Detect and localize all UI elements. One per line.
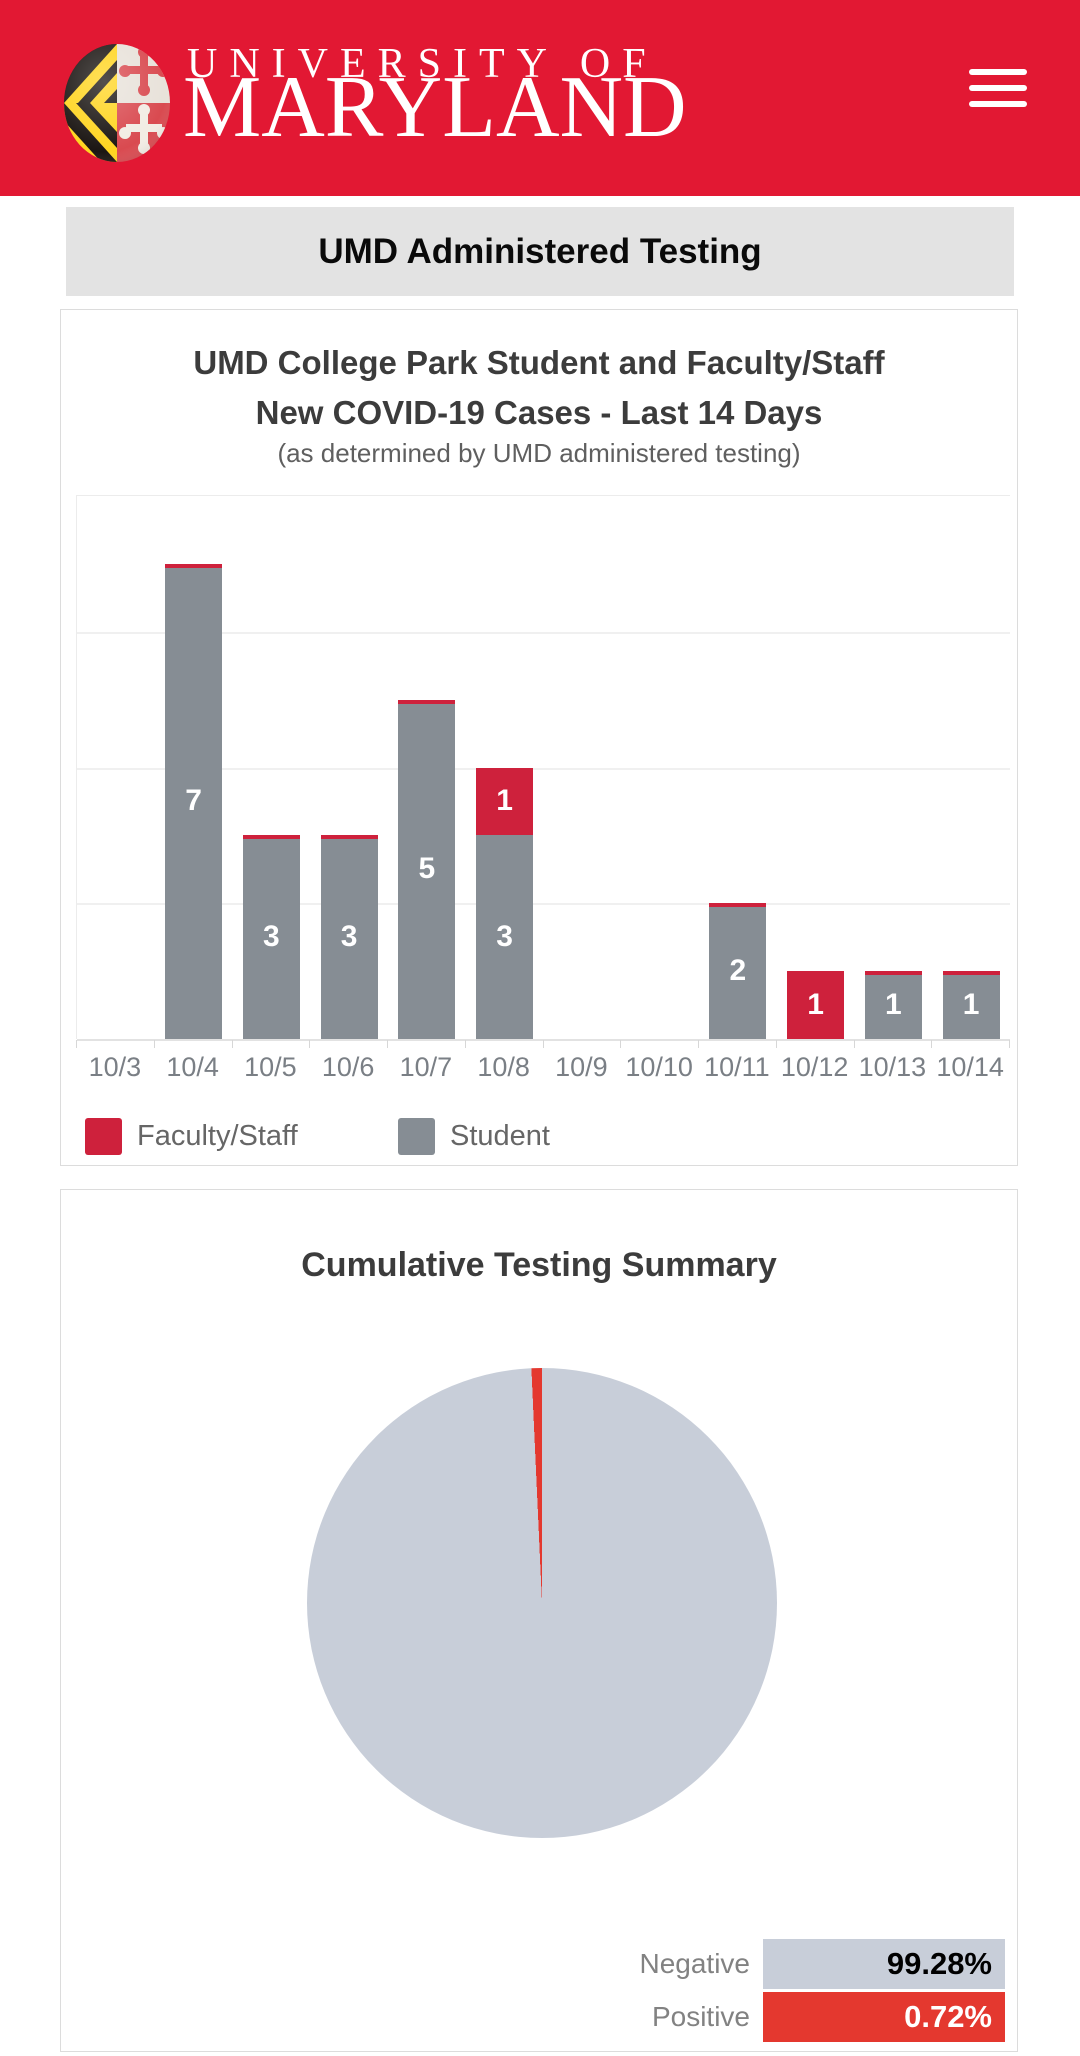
bar-10/14[interactable]: 1 <box>942 971 1000 1039</box>
x-tick <box>931 1040 933 1048</box>
bar-top-accent <box>709 903 767 908</box>
gridline <box>77 903 1010 906</box>
student-value-label: 7 <box>185 784 202 818</box>
wordmark-university-of: UNIVERSITY OF <box>187 41 658 87</box>
x-label-10/3: 10/3 <box>88 1052 142 1082</box>
x-tick <box>853 1040 855 1048</box>
x-label-10/10: 10/10 <box>625 1052 693 1082</box>
student-value-label: 1 <box>885 988 902 1022</box>
umd-globe-logo <box>64 44 170 162</box>
faculty-staff-value-label: 1 <box>496 784 513 818</box>
faculty-staff-value-label: 1 <box>807 988 824 1022</box>
x-label-10/14: 10/14 <box>936 1052 1004 1082</box>
x-label-10/8: 10/8 <box>477 1052 530 1082</box>
bar-top-accent <box>242 835 300 840</box>
hamburger-icon <box>969 69 1027 75</box>
wordmark-maryland: MARYLAND <box>183 59 687 156</box>
student-value-label: 5 <box>418 852 436 886</box>
bar-top-accent <box>320 835 378 840</box>
bar-10/4[interactable]: 7 <box>165 563 223 1039</box>
x-tick <box>231 1040 233 1048</box>
x-tick <box>76 1040 77 1048</box>
x-label-10/7: 10/7 <box>399 1052 453 1082</box>
student-value-label: 1 <box>962 988 980 1022</box>
page-title: UMD Administered Testing <box>318 231 762 271</box>
student-value-label: 3 <box>263 920 280 954</box>
student-value-label: 2 <box>729 954 747 988</box>
student-value-label: 3 <box>496 920 513 954</box>
x-tick <box>698 1040 699 1048</box>
section-title-bar: UMD Administered Testing <box>66 207 1014 296</box>
x-label-10/5: 10/5 <box>244 1052 297 1082</box>
x-label-10/11: 10/11 <box>704 1052 770 1082</box>
student-legend-swatch[interactable] <box>398 1118 435 1155</box>
bar-10/6[interactable]: 3 <box>320 835 378 1039</box>
x-tick <box>775 1040 777 1048</box>
student-value-label: 3 <box>340 920 358 954</box>
x-axis-line <box>77 1039 1010 1041</box>
pie-chart-title: Cumulative Testing Summary <box>301 1246 777 1284</box>
x-label-10/13: 10/13 <box>858 1052 927 1082</box>
menu-button[interactable] <box>969 69 1027 107</box>
faculty-staff-segment[interactable] <box>476 767 534 836</box>
x-tick <box>153 1040 155 1048</box>
faculty-staff-legend-swatch[interactable] <box>85 1118 122 1155</box>
x-tick <box>309 1040 311 1048</box>
bar-chart-subtitle: (as determined by UMD administered testi… <box>277 438 801 468</box>
x-tick <box>620 1040 622 1048</box>
bar-chart-title-line1: UMD College Park Student and Faculty/Sta… <box>193 344 885 381</box>
bar-10/7[interactable]: 5 <box>398 699 456 1039</box>
gridline <box>77 631 1010 634</box>
x-tick <box>1009 1040 1010 1048</box>
positive-percent: 0.72% <box>904 1999 992 2034</box>
hamburger-icon <box>969 85 1027 91</box>
x-tick <box>542 1040 544 1048</box>
negative-label: Negative <box>639 1948 750 1979</box>
bar-top-accent <box>864 971 922 976</box>
student-legend-label: Student <box>450 1120 550 1152</box>
gridline <box>77 767 1010 770</box>
x-tick <box>387 1040 388 1048</box>
bar-chart-card: UMD College Park Student and Faculty/Sta… <box>60 309 1018 1166</box>
x-label-10/4: 10/4 <box>166 1052 219 1082</box>
pie-chart-card: Cumulative Testing Summary Negative 99.2… <box>60 1189 1018 2052</box>
negative-value-cell[interactable]: 99.28% <box>763 1939 1005 1989</box>
x-axis-labels: 10/3 10/4 10/5 10/6 10/7 10/8 10/9 10/10 10/11 10… <box>76 1052 1009 1086</box>
faculty-staff-legend-label: Faculty/Staff <box>137 1120 298 1152</box>
cumulative-testing-pie[interactable] <box>307 1368 777 1838</box>
hamburger-icon <box>969 101 1027 107</box>
app-header: UNIVERSITY OF MARYLAND <box>0 0 1080 196</box>
bar-top-accent <box>942 971 1000 976</box>
x-label-10/12: 10/12 <box>780 1052 849 1082</box>
x-tick <box>464 1040 466 1048</box>
bar-10/12[interactable]: 1 <box>787 971 845 1039</box>
x-axis-ticks <box>76 1040 1010 1048</box>
bar-10/13[interactable]: 1 <box>864 971 922 1039</box>
bar-top-accent <box>398 699 456 704</box>
bar-chart-title-line2: New COVID-19 Cases - Last 14 Days <box>255 394 823 431</box>
x-label-10/6: 10/6 <box>321 1052 375 1082</box>
negative-percent: 99.28% <box>886 1946 992 1981</box>
positive-value-cell[interactable]: 0.72% <box>763 1992 1005 2042</box>
faculty-staff-segment[interactable] <box>787 971 845 1039</box>
x-label-10/9: 10/9 <box>555 1052 608 1082</box>
bar-top-accent <box>165 563 223 568</box>
bar-10/5[interactable]: 3 <box>242 835 300 1039</box>
bar-10/11[interactable]: 2 <box>709 903 767 1039</box>
positive-label: Positive <box>651 2001 750 2032</box>
bar-chart-legend: Faculty/Staff Student <box>61 1118 1017 1158</box>
